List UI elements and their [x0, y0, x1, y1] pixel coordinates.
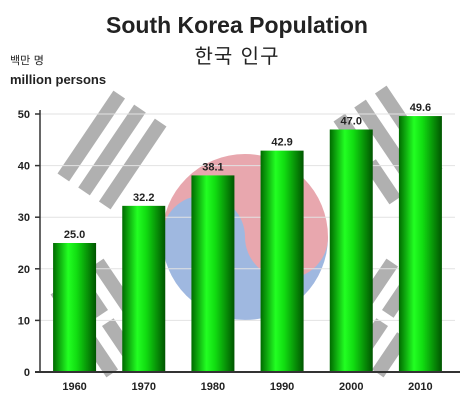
value-label: 38.1	[202, 161, 223, 173]
bar-1980	[191, 175, 235, 372]
value-label: 25.0	[64, 229, 85, 241]
bar-1970	[122, 205, 166, 372]
x-tick-label: 2000	[339, 381, 363, 393]
chart-title: South Korea Population	[106, 12, 368, 38]
x-tick-label: 1990	[270, 381, 294, 393]
value-label: 32.2	[133, 192, 154, 204]
x-tick-label: 1970	[132, 381, 156, 393]
x-tick-label: 1960	[62, 381, 86, 393]
flag-background-decoration	[50, 85, 443, 378]
y-axis-unit-korean: 백만 명	[10, 54, 44, 67]
y-tick-label: 20	[18, 264, 30, 276]
axes	[35, 110, 460, 373]
y-tick-label: 0	[24, 367, 30, 379]
y-tick-label: 40	[18, 161, 30, 173]
bars	[53, 116, 442, 373]
value-label: 49.6	[410, 102, 431, 114]
value-label: 42.9	[271, 137, 292, 149]
y-tick-label: 30	[18, 212, 30, 224]
value-label: 47.0	[341, 115, 362, 127]
x-tick-label: 1980	[201, 381, 225, 393]
x-tick-label: 2010	[408, 381, 432, 393]
y-tick-label: 50	[18, 109, 30, 121]
bar-1960	[53, 243, 97, 372]
y-tick-label: 10	[18, 315, 30, 327]
y-axis-unit-label: million persons	[10, 72, 107, 87]
gridlines	[40, 113, 455, 321]
bar-2000	[329, 129, 373, 372]
trigram-top-left	[57, 90, 167, 210]
bar-2010	[398, 116, 442, 373]
bar-1990	[260, 150, 304, 372]
chart-subtitle: 한국 인구	[194, 44, 280, 68]
labels: 0 10 20 30 40 50 25.0 1960 32.2 1970 38.1 1980 42.9 1…	[18, 102, 433, 393]
